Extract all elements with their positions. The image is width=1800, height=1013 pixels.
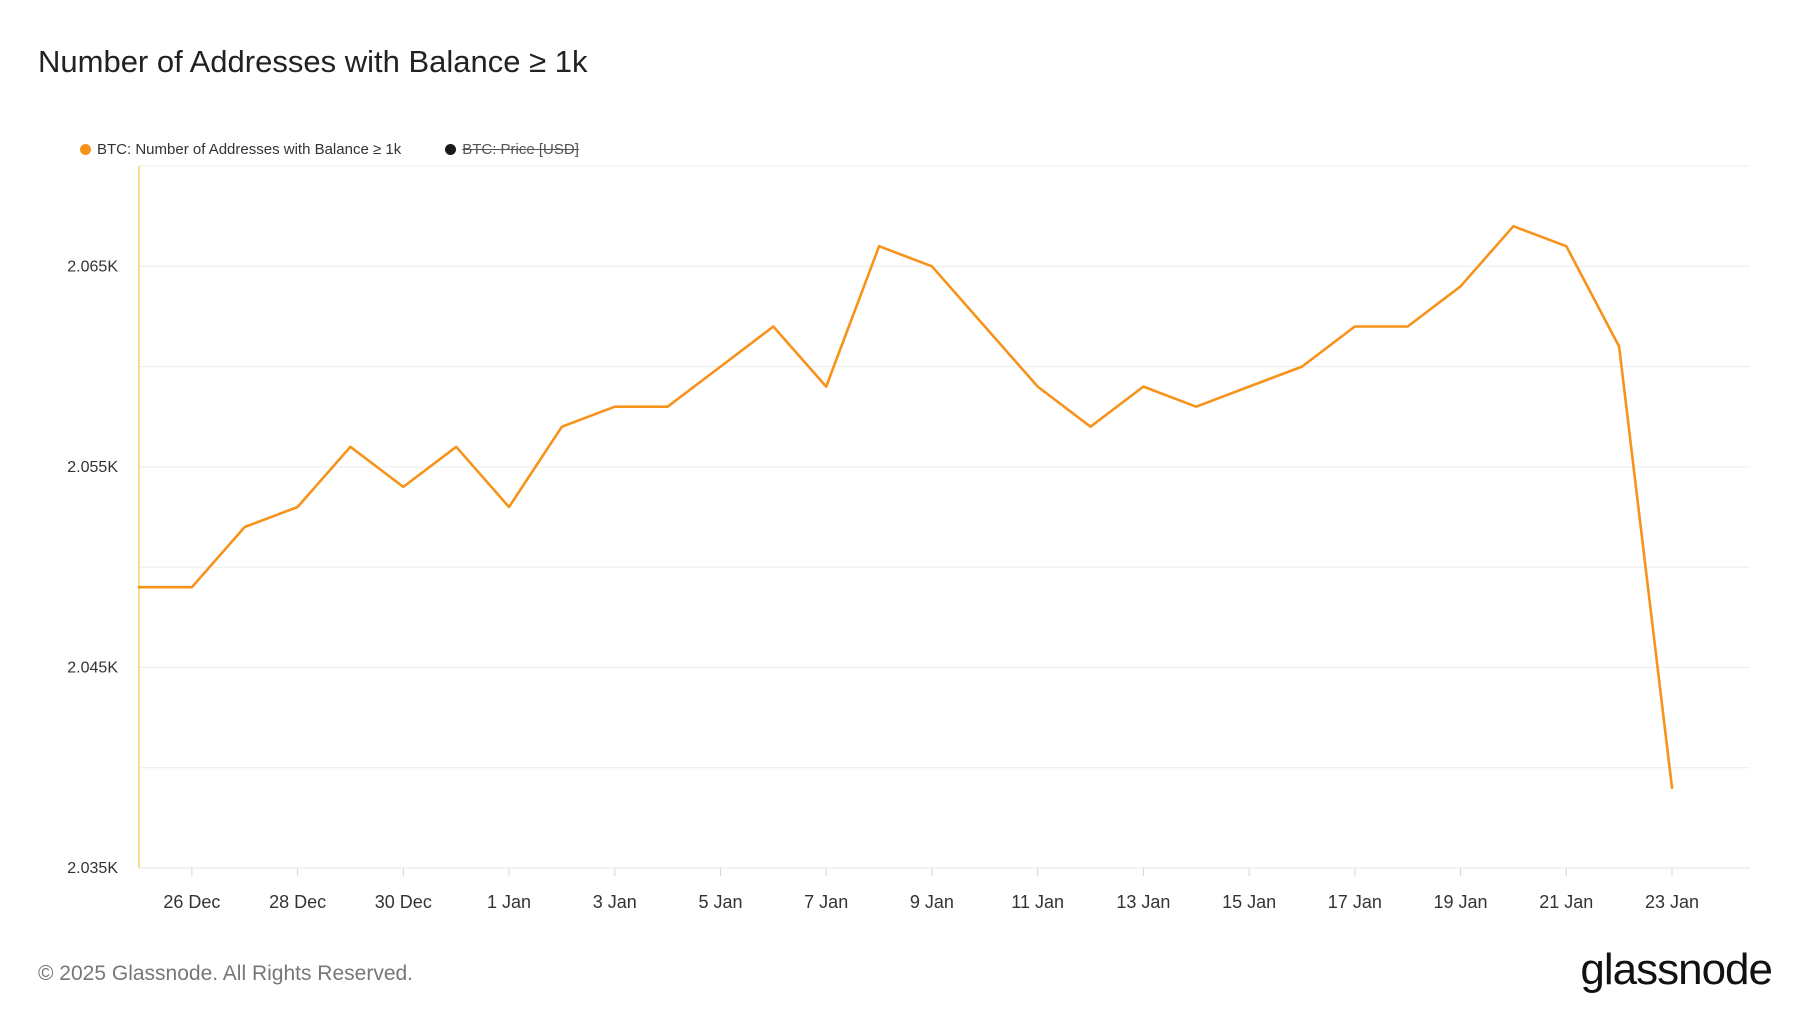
- line-chart: 2.035K 2.045K 2.055K 2.065K 26 Dec 28 Dec 30 D…: [67, 165, 1750, 912]
- y-tick-label: 2.035K: [67, 860, 118, 877]
- x-tick-label: 1 Jan: [487, 892, 531, 912]
- series-line: [137, 224, 1674, 790]
- x-tick-label: 23 Jan: [1645, 892, 1699, 912]
- x-tick-label: 26 Dec: [163, 892, 220, 912]
- x-tick-label: 13 Jan: [1116, 892, 1170, 912]
- chart-title: Number of Addresses with Balance ≥ 1k: [38, 44, 588, 79]
- x-tick-label: 15 Jan: [1222, 892, 1276, 912]
- glassnode-logo: glassnode: [1580, 945, 1773, 994]
- copyright-text: © 2025 Glassnode. All Rights Reserved.: [38, 962, 414, 985]
- x-tick-label: 30 Dec: [375, 892, 432, 912]
- legend-label: BTC: Price [USD]: [462, 141, 579, 158]
- x-tick-label: 17 Jan: [1328, 892, 1382, 912]
- legend-label: BTC: Number of Addresses with Balance ≥ …: [97, 141, 402, 158]
- legend-dot-icon: [80, 144, 91, 155]
- x-tick-label: 19 Jan: [1434, 892, 1488, 912]
- legend-item-price[interactable]: BTC: Price [USD]: [445, 141, 579, 158]
- x-tick-label: 11 Jan: [1011, 892, 1064, 912]
- x-tick-label: 28 Dec: [269, 892, 326, 912]
- x-tick-label: 3 Jan: [593, 892, 637, 912]
- x-tick-label: 9 Jan: [910, 892, 954, 912]
- legend: BTC: Number of Addresses with Balance ≥ …: [80, 141, 579, 158]
- x-tick-label: 21 Jan: [1539, 892, 1593, 912]
- y-tick-label: 2.065K: [67, 258, 118, 275]
- legend-dot-icon: [445, 144, 457, 155]
- y-tick-label: 2.045K: [67, 659, 118, 676]
- y-tick-label: 2.055K: [67, 459, 118, 476]
- x-tick-label: 5 Jan: [698, 892, 742, 912]
- legend-item-addresses[interactable]: BTC: Number of Addresses with Balance ≥ …: [80, 141, 401, 158]
- x-tick-label: 7 Jan: [804, 892, 848, 912]
